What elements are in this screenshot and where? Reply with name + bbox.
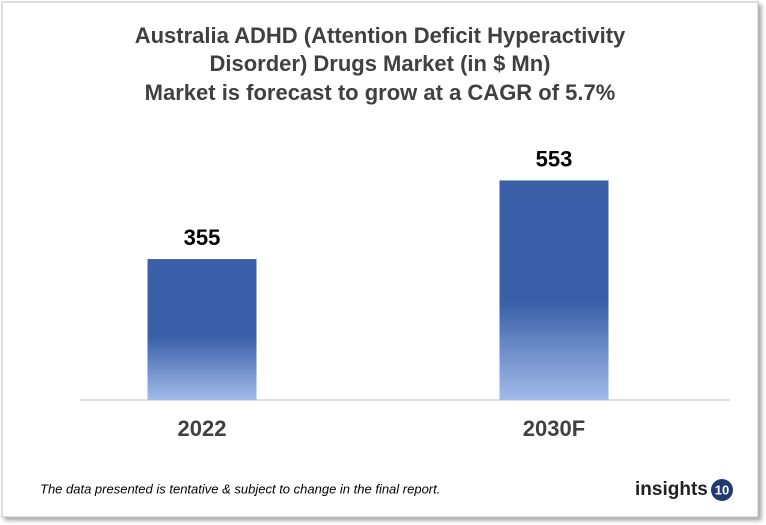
chart-title: Disorder) Drugs Market (in $ Mn)	[209, 51, 550, 76]
logo-badge-text: 10	[715, 482, 729, 497]
chart-subtitle: Market is forecast to grow at a CAGR of …	[145, 80, 616, 105]
x-tick-label: 2030F	[523, 416, 585, 441]
value-label: 553	[536, 146, 573, 171]
bar	[147, 259, 257, 400]
value-label: 355	[184, 225, 221, 250]
footnote: The data presented is tentative & subjec…	[40, 481, 440, 496]
frame	[1, 1, 759, 518]
x-tick-label: 2022	[178, 416, 227, 441]
logo-text: insights	[635, 479, 708, 500]
logo-badge	[711, 479, 733, 501]
bar	[499, 180, 609, 400]
chart-title: Australia ADHD (Attention Deficit Hypera…	[135, 23, 626, 48]
